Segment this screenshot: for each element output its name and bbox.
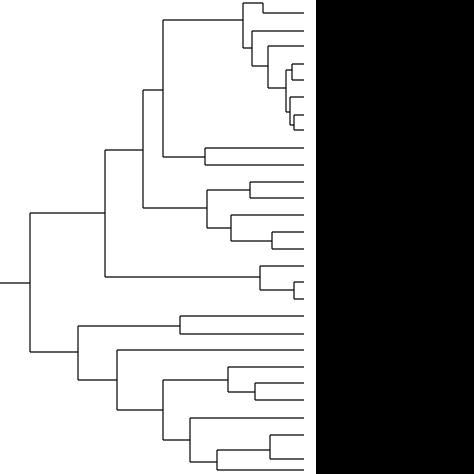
branch xyxy=(243,30,304,66)
branch xyxy=(207,214,304,250)
branch xyxy=(30,150,106,277)
branch xyxy=(143,190,208,228)
branch xyxy=(252,45,304,88)
branch xyxy=(286,96,304,131)
branch xyxy=(105,90,144,208)
branch xyxy=(0,213,31,352)
branch xyxy=(243,2,304,14)
branch xyxy=(163,366,304,401)
branch xyxy=(78,315,304,335)
branch xyxy=(78,349,304,410)
dark-panel xyxy=(316,0,474,474)
branch xyxy=(163,147,304,166)
branch xyxy=(286,63,304,81)
branch xyxy=(143,20,164,157)
branch xyxy=(163,3,244,48)
branch xyxy=(190,434,304,471)
branch xyxy=(207,181,304,199)
branch xyxy=(163,418,191,462)
branch xyxy=(105,265,304,300)
branch xyxy=(268,70,287,112)
branch xyxy=(30,326,79,380)
branch xyxy=(117,380,164,440)
